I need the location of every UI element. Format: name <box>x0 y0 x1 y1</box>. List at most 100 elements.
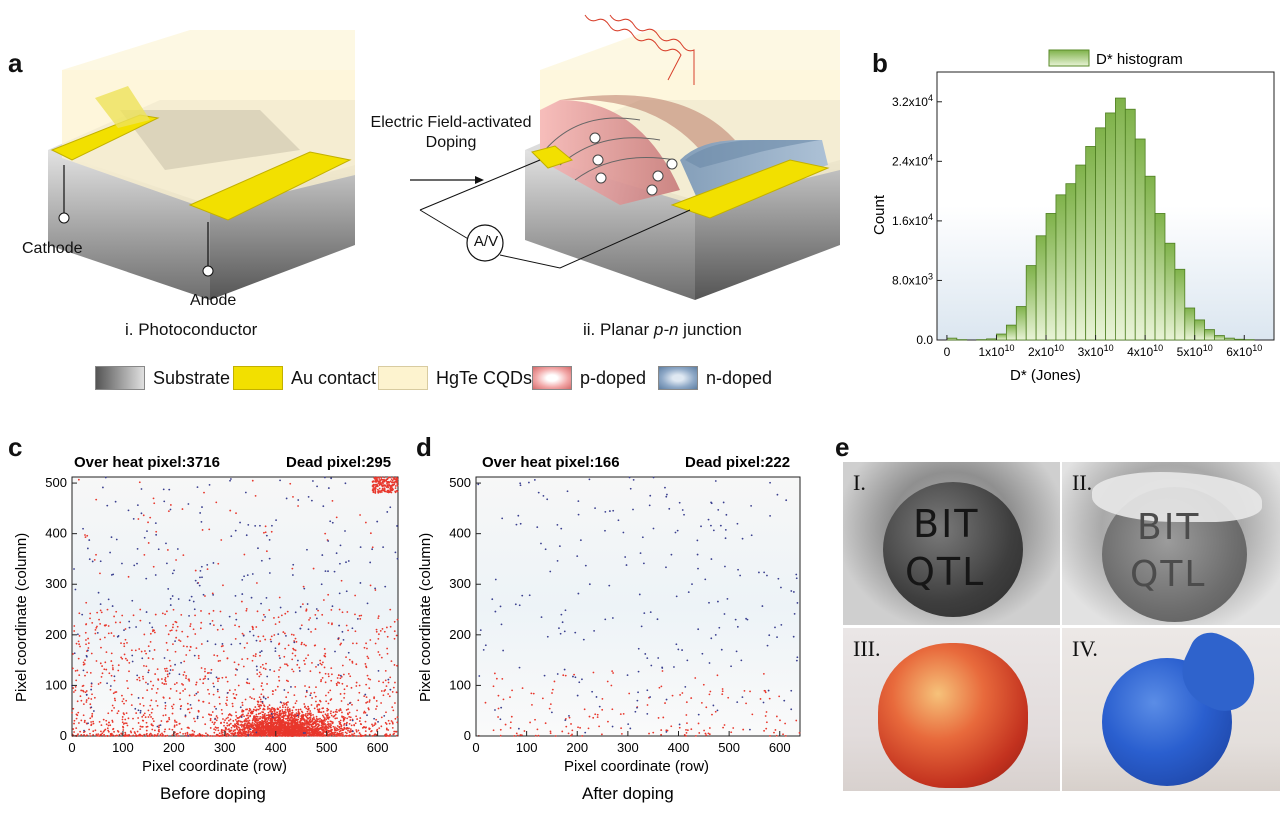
pixel-point <box>96 632 99 634</box>
pixel-point <box>305 644 307 647</box>
pixel-point <box>594 507 596 510</box>
pixel-point <box>139 608 142 611</box>
pixel-point <box>77 733 79 736</box>
pixel-point <box>264 728 267 731</box>
pixel-point <box>90 682 93 685</box>
pixel-point <box>281 725 284 728</box>
pixel-point <box>213 721 216 724</box>
pixel-point <box>156 725 159 728</box>
pixel-point <box>168 672 171 675</box>
pixel-point <box>321 676 324 679</box>
pixel-point <box>346 726 349 729</box>
pixel-point <box>211 735 214 737</box>
pixel-point <box>305 726 308 729</box>
pixel-point <box>732 727 735 729</box>
pixel-point <box>395 476 398 479</box>
pixel-point <box>140 512 143 515</box>
pixel-point <box>355 663 358 666</box>
pixel-point <box>165 667 168 670</box>
pixel-point <box>296 714 299 717</box>
pixel-point <box>350 686 353 689</box>
pixel-point <box>364 720 367 723</box>
pixel-point <box>364 663 367 665</box>
pixel-point <box>295 734 298 736</box>
pixel-point <box>90 652 93 655</box>
pixel-point <box>73 568 75 570</box>
pixel-point <box>270 731 273 734</box>
pixel-point <box>252 634 255 637</box>
pixel-point <box>780 586 782 589</box>
pixel-point <box>556 523 559 526</box>
d-points <box>477 476 801 737</box>
pixel-point <box>768 697 771 700</box>
pixel-point <box>112 734 114 736</box>
pixel-point <box>204 670 206 673</box>
pixel-point <box>537 734 540 737</box>
pixel-point <box>646 657 649 660</box>
pixel-point <box>294 654 297 657</box>
pixel-point <box>153 502 156 505</box>
pixel-point <box>131 654 134 657</box>
pixel-point <box>371 485 374 488</box>
pixel-point <box>78 635 81 637</box>
map-xtick-label: 200 <box>566 740 588 755</box>
pixel-point <box>226 722 228 724</box>
photo-iv-label: IV. <box>1072 636 1098 661</box>
pixel-point <box>258 671 261 674</box>
pixel-point <box>716 709 719 712</box>
pixel-point <box>249 630 251 633</box>
pixel-point <box>325 718 328 721</box>
pixel-point <box>290 730 293 733</box>
pixel-point <box>136 730 139 733</box>
pixel-point <box>151 708 154 711</box>
pixel-point <box>192 734 195 737</box>
pixel-point <box>110 709 113 712</box>
pixel-point <box>309 718 312 721</box>
map-xtick-label: 600 <box>769 740 791 755</box>
pixel-point <box>101 486 104 489</box>
pixel-point <box>293 641 296 644</box>
pixel-point <box>202 716 204 719</box>
pixel-point <box>244 491 247 494</box>
pixel-point <box>234 594 237 597</box>
pixel-point <box>145 665 148 668</box>
pixel-point <box>128 670 130 673</box>
pixel-point <box>499 734 502 737</box>
pixel-point <box>113 697 116 700</box>
panel-c-pixel-map: Over heat pixel:3716 Dead pixel:295 0 100… <box>13 454 399 803</box>
pixel-point <box>195 681 198 684</box>
pixel-point <box>334 717 337 720</box>
pixel-point <box>314 695 317 698</box>
pixel-point <box>275 716 278 718</box>
pixel-point <box>324 681 327 684</box>
pixel-point <box>792 635 795 638</box>
pixel-point <box>210 672 212 674</box>
pixel-point <box>239 730 242 733</box>
pixel-point <box>139 619 142 622</box>
pixel-point <box>189 733 191 736</box>
pixel-point <box>389 625 392 628</box>
pixel-point <box>336 725 339 727</box>
pixel-point <box>226 724 229 727</box>
pixel-point <box>79 695 82 698</box>
pixel-point <box>244 698 247 701</box>
pixel-point <box>294 702 297 705</box>
pixel-point <box>340 700 343 702</box>
map-ytick-label: 200 <box>45 627 67 642</box>
pixel-point <box>257 547 259 550</box>
pixel-point <box>250 697 253 700</box>
pixel-point <box>393 637 396 640</box>
pixel-point <box>285 721 288 724</box>
pixel-point <box>266 675 269 678</box>
pixel-point <box>344 717 346 719</box>
legend-p: p-doped <box>532 366 646 390</box>
pixel-point <box>99 662 102 665</box>
hist-xtick-label: 4x1010 <box>1127 343 1163 359</box>
pixel-point <box>258 726 260 728</box>
pixel-point <box>375 630 378 633</box>
pixel-point <box>355 729 358 731</box>
pixel-point <box>239 521 241 524</box>
pixel-point <box>144 650 146 652</box>
pixel-point <box>173 569 175 572</box>
pixel-point <box>84 691 87 694</box>
